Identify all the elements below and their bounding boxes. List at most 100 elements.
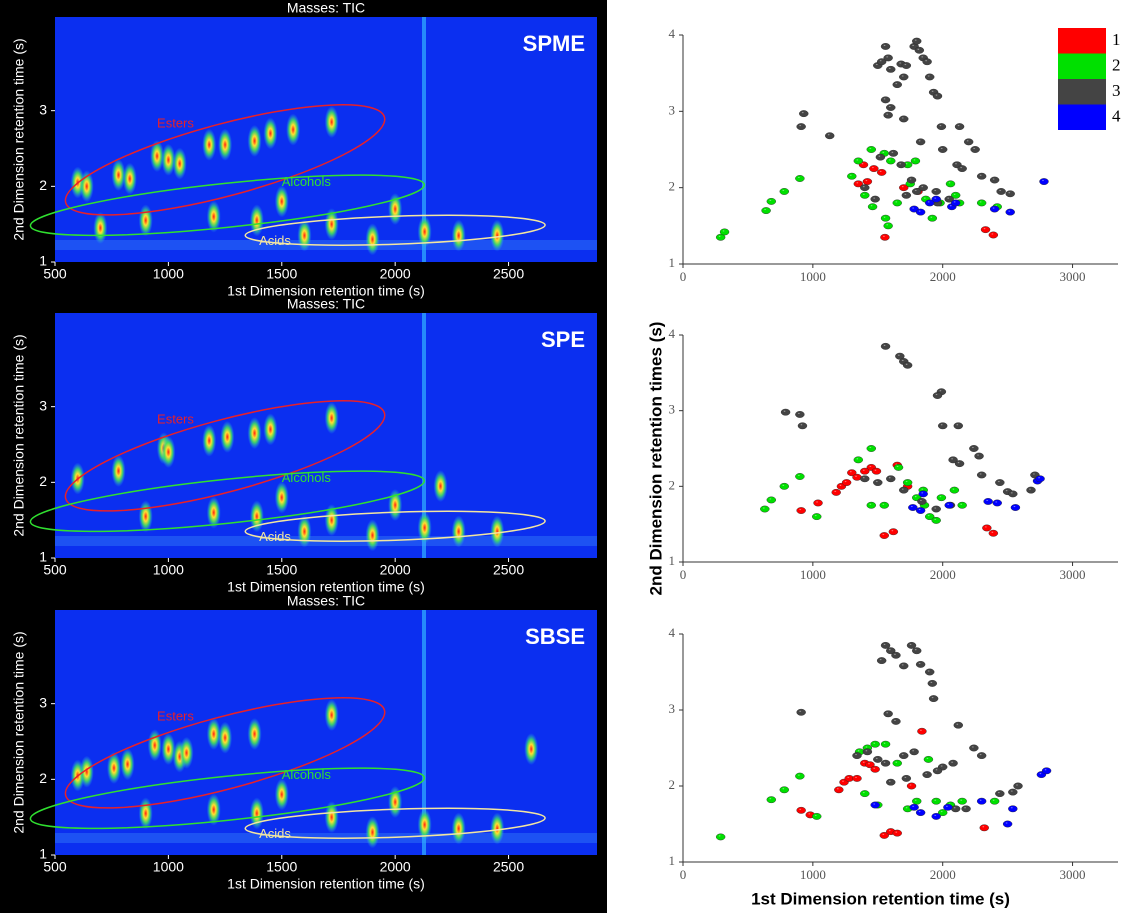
point-highlight [908, 642, 914, 647]
point-highlight [926, 669, 932, 673]
point-highlight [1014, 783, 1020, 787]
point-highlight [887, 104, 893, 109]
peak [274, 481, 289, 514]
point-highlight [872, 468, 878, 472]
method-label: SPE [541, 327, 585, 352]
point-highlight [926, 74, 932, 78]
peak [247, 124, 262, 157]
region-outline [64, 104, 386, 216]
x-tick-label: 0 [680, 867, 687, 882]
point-highlight [861, 476, 867, 480]
peak [147, 729, 162, 762]
x-axis-label: 1st Dimension retention time (s) [227, 876, 425, 892]
point-highlight [806, 812, 812, 816]
point-highlight [932, 188, 938, 193]
point-highlight [917, 810, 923, 814]
point-highlight [923, 772, 929, 776]
peak [274, 185, 289, 218]
point-highlight [853, 775, 859, 780]
point-highlight [918, 498, 924, 503]
point-highlight [913, 798, 919, 802]
peak [111, 454, 126, 487]
point-highlight [991, 798, 997, 802]
point-highlight [796, 175, 802, 180]
point-highlight [910, 206, 916, 210]
method-label: SPME [523, 31, 585, 56]
point-highlight [952, 192, 958, 196]
y-tick-label: 2 [669, 777, 676, 792]
method-label: SBSE [525, 624, 585, 649]
point-highlight [932, 196, 938, 200]
point-highlight [813, 514, 819, 518]
y-tick-label: 3 [39, 101, 47, 117]
region-label: Esters [157, 709, 194, 724]
peak [138, 500, 153, 533]
point-highlight [782, 409, 788, 413]
point-highlight [983, 525, 989, 529]
point-highlight [882, 343, 888, 347]
point-highlight [917, 661, 923, 666]
point-highlight [893, 200, 899, 204]
point-highlight [902, 192, 908, 196]
point-highlight [861, 468, 867, 472]
point-highlight [761, 506, 767, 510]
peak [324, 402, 339, 435]
point-highlight [853, 474, 859, 478]
peak [206, 793, 221, 826]
x-tick-label: 2500 [493, 266, 524, 282]
legend-swatch [1058, 104, 1106, 130]
point-highlight [871, 802, 877, 806]
point-highlight [856, 749, 862, 753]
point-highlight [989, 530, 995, 534]
region-outline [244, 510, 546, 542]
point-highlight [848, 470, 854, 474]
point-highlight [919, 487, 925, 491]
peak [274, 778, 289, 811]
point-highlight [717, 234, 723, 238]
legend-swatch [1058, 79, 1106, 105]
peak [451, 219, 466, 252]
point-highlight [910, 43, 916, 48]
point-highlight [991, 177, 997, 181]
peak [120, 748, 135, 781]
point-highlight [717, 834, 723, 838]
x-tick-label: 500 [43, 562, 67, 578]
point-highlight [861, 185, 867, 189]
peak [218, 128, 233, 161]
point-highlight [919, 491, 925, 495]
peak [297, 515, 312, 548]
x-tick-label: 2000 [930, 269, 956, 284]
point-highlight [970, 445, 976, 450]
point-highlight [980, 825, 986, 829]
point-highlight [956, 124, 962, 128]
y-tick-label: 2 [669, 179, 676, 194]
legend-label: 4 [1112, 106, 1121, 125]
point-highlight [897, 61, 903, 65]
point-highlight [882, 43, 888, 48]
point-highlight [854, 181, 860, 185]
point-highlight [949, 760, 955, 764]
x-axis-label: 1st Dimension retention time (s) [751, 889, 1010, 908]
region-outline [64, 400, 386, 512]
point-highlight [902, 62, 908, 67]
point-highlight [887, 829, 893, 833]
point-highlight [945, 502, 951, 506]
point-highlight [893, 760, 899, 764]
point-highlight [892, 718, 898, 723]
point-highlight [882, 97, 888, 101]
peak [324, 106, 339, 139]
point-highlight [900, 753, 906, 757]
y-tick-label: 2 [39, 473, 47, 489]
point-highlight [863, 745, 869, 749]
point-highlight [796, 473, 802, 478]
y-tick-label: 3 [669, 701, 676, 716]
point-highlight [884, 711, 890, 715]
point-highlight [919, 55, 925, 59]
point-highlight [952, 200, 958, 204]
y-tick-label: 3 [39, 694, 47, 710]
point-highlight [814, 500, 820, 504]
peak [490, 219, 505, 252]
point-highlight [946, 181, 952, 185]
point-highlight [1011, 504, 1017, 509]
point-highlight [922, 196, 928, 200]
